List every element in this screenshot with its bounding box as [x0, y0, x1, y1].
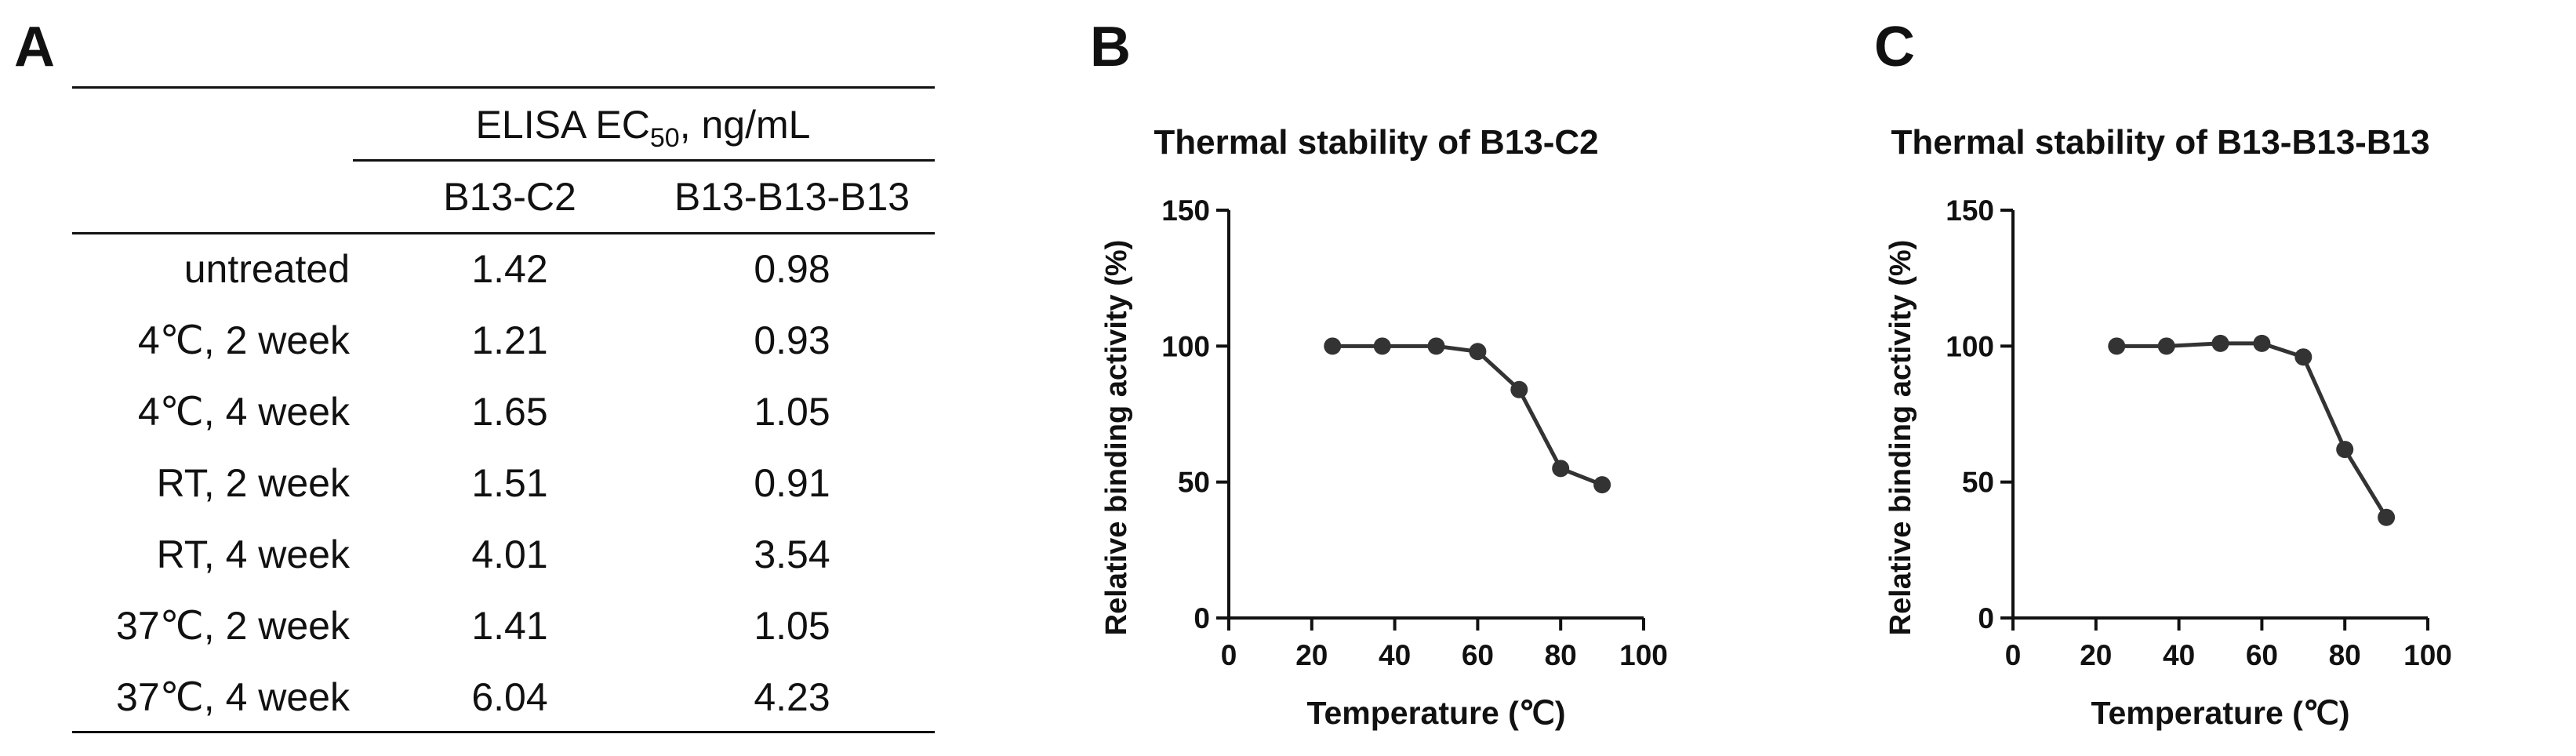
y-tick-label: 150: [1161, 194, 1210, 227]
row-condition: 37℃, 2 week: [72, 606, 350, 645]
row-value-b13c2: 1.41: [376, 606, 643, 645]
table-header-rule: [353, 159, 935, 162]
x-tick-label: 40: [1379, 639, 1411, 671]
data-point: [1593, 476, 1611, 493]
row-condition: 4℃, 4 week: [72, 392, 350, 431]
data-point: [2294, 348, 2312, 365]
panel-label-a: A: [14, 19, 55, 75]
y-tick-label: 0: [1194, 602, 1210, 634]
row-value-b13b13b13: 0.98: [651, 249, 933, 289]
row-condition: 37℃, 4 week: [72, 678, 350, 717]
data-point: [2158, 337, 2175, 354]
y-axis-label: Relative binding activity (%): [1100, 240, 1133, 636]
x-tick-label: 20: [2080, 639, 2112, 671]
y-tick-label: 100: [1161, 330, 1210, 362]
y-tick-label: 150: [1946, 194, 1994, 227]
y-axis-label: Relative binding activity (%): [1884, 240, 1917, 636]
row-condition: RT, 2 week: [72, 463, 350, 503]
column-header-b13b13b13: B13-B13-B13: [651, 177, 933, 216]
x-tick-label: 60: [2246, 639, 2278, 671]
row-value-b13c2: 1.21: [376, 321, 643, 360]
data-point: [2108, 337, 2125, 354]
data-point: [2212, 335, 2229, 352]
row-value-b13b13b13: 0.93: [651, 321, 933, 360]
data-point: [1469, 343, 1486, 360]
row-value-b13c2: 1.42: [376, 249, 643, 289]
data-point: [2378, 509, 2395, 526]
chart-b13c2: Thermal stability of B13-C2 0 50 100 150 0 20 4…: [1090, 0, 1796, 756]
row-value-b13c2: 4.01: [376, 535, 643, 574]
chart-title: Thermal stability of B13-C2: [1154, 123, 1598, 162]
row-value-b13b13b13: 3.54: [651, 535, 933, 574]
data-point: [1510, 381, 1528, 398]
row-value-b13b13b13: 1.05: [651, 606, 933, 645]
data-point: [2253, 335, 2270, 352]
table-title-subscript: 50: [650, 123, 680, 153]
x-tick-label: 20: [1295, 639, 1328, 671]
row-value-b13b13b13: 4.23: [651, 678, 933, 717]
x-axis-label: Temperature (℃): [1306, 695, 1565, 731]
table-title-unit: , ng/mL: [680, 103, 811, 147]
table-title: ELISA EC50, ng/mL: [353, 105, 933, 151]
row-condition: untreated: [72, 249, 350, 289]
row-value-b13c2: 1.65: [376, 392, 643, 431]
data-point: [2336, 441, 2353, 458]
x-tick-label: 100: [1619, 639, 1668, 671]
chart-title: Thermal stability of B13-B13-B13: [1891, 123, 2429, 162]
row-condition: RT, 4 week: [72, 535, 350, 574]
table-title-main: ELISA EC: [476, 103, 650, 147]
chart-b13b13b13: Thermal stability of B13-B13-B13 0 50 100 15…: [1874, 0, 2576, 756]
x-tick-label: 60: [1462, 639, 1494, 671]
row-value-b13b13b13: 1.05: [651, 392, 933, 431]
x-tick-label: 80: [2329, 639, 2361, 671]
data-point: [1374, 337, 1391, 354]
column-header-b13c2: B13-C2: [376, 177, 643, 216]
row-condition: 4℃, 2 week: [72, 321, 350, 360]
row-value-b13c2: 6.04: [376, 678, 643, 717]
data-point: [1324, 337, 1341, 354]
y-tick-label: 100: [1946, 330, 1994, 362]
panel-a-table: A ELISA EC50, ng/mL B13-C2 B13-B13-B13 u…: [0, 0, 965, 756]
y-tick-label: 50: [1178, 467, 1210, 499]
y-tick-label: 0: [1978, 602, 1994, 634]
row-value-b13b13b13: 0.91: [651, 463, 933, 503]
x-tick-label: 0: [2005, 639, 2022, 671]
series-line: [2116, 343, 2386, 518]
table-column-rule: [72, 232, 935, 234]
x-tick-label: 0: [1221, 639, 1237, 671]
x-tick-label: 40: [2163, 639, 2195, 671]
row-value-b13c2: 1.51: [376, 463, 643, 503]
data-point: [1428, 337, 1445, 354]
table-top-rule: [72, 86, 935, 89]
y-tick-label: 50: [1962, 467, 1994, 499]
table-bottom-rule: [72, 731, 935, 733]
x-tick-label: 80: [1545, 639, 1577, 671]
data-point: [1552, 460, 1569, 477]
x-tick-label: 100: [2403, 639, 2452, 671]
x-axis-label: Temperature (℃): [2091, 695, 2349, 731]
